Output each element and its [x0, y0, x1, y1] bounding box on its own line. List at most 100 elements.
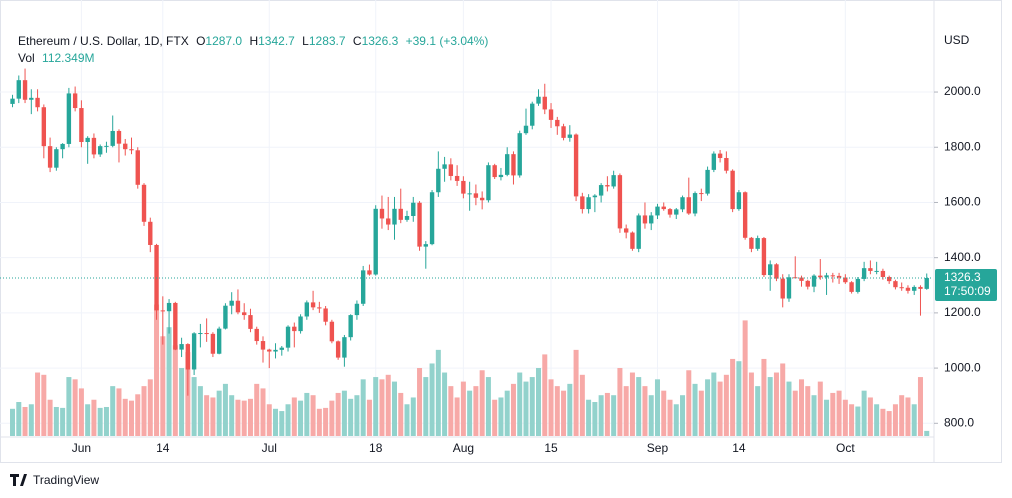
- candle-body: [523, 125, 529, 134]
- volume-bar: [341, 390, 347, 436]
- candle-body: [473, 193, 479, 198]
- candle-body: [742, 192, 748, 238]
- volume-bar: [260, 388, 266, 436]
- candle-body: [561, 126, 566, 138]
- candle-body: [292, 326, 297, 332]
- candle-body: [123, 143, 128, 150]
- candle-body: [304, 302, 310, 317]
- volume-bar: [742, 320, 748, 436]
- volume-bar: [22, 406, 28, 436]
- volume-bar: [867, 397, 873, 436]
- volume-bar: [191, 377, 197, 436]
- volume-bar: [673, 404, 679, 436]
- candle-body: [273, 349, 278, 352]
- candle-body: [680, 197, 685, 210]
- volume-bar: [711, 372, 717, 436]
- candle-body: [317, 307, 322, 309]
- candle-body: [492, 165, 497, 178]
- candle-body: [22, 80, 28, 100]
- candle-body: [761, 238, 767, 276]
- candle-body: [511, 154, 516, 176]
- candle-body: [141, 184, 147, 222]
- volume-bar: [661, 390, 667, 436]
- x-tick-label: Oct: [836, 441, 855, 455]
- volume-bar: [222, 383, 228, 436]
- candle-body: [429, 192, 435, 245]
- candle-body: [323, 308, 328, 322]
- volume-bar: [154, 304, 160, 436]
- candle-body: [267, 349, 272, 352]
- volume-bar: [523, 381, 529, 436]
- candle-body: [91, 137, 97, 155]
- candle-body: [66, 93, 72, 144]
- candle-body: [880, 270, 886, 277]
- brand-name[interactable]: TradingView: [33, 473, 99, 487]
- volume-bar: [329, 400, 335, 436]
- brand-logo[interactable]: TradingView: [10, 473, 99, 487]
- volume-bar: [97, 407, 103, 436]
- open-value: 1287.0: [205, 34, 242, 48]
- candle-body: [229, 300, 234, 306]
- volume-value: 112.349M: [42, 51, 94, 65]
- candle-body: [386, 218, 391, 225]
- volume-bar: [335, 392, 341, 436]
- candle-body: [479, 197, 485, 201]
- volume-bar: [135, 394, 141, 436]
- candle-body: [373, 208, 378, 275]
- volume-bar: [210, 397, 216, 436]
- volume-bar: [874, 404, 880, 436]
- candle-body: [216, 328, 222, 354]
- candle-body: [47, 146, 53, 168]
- volume-bar: [141, 386, 147, 436]
- candle-body: [912, 286, 917, 291]
- volume-bar: [579, 374, 585, 436]
- volume-bar: [310, 395, 316, 436]
- volume-bar: [830, 392, 836, 436]
- candle-body: [16, 80, 21, 99]
- volume-bar: [216, 390, 222, 436]
- volume-bar: [849, 404, 855, 436]
- candle-body: [442, 164, 447, 169]
- volume-bar: [435, 349, 441, 436]
- candle-body: [392, 208, 397, 225]
- volume-bar: [692, 383, 698, 436]
- volume-bar: [786, 381, 792, 436]
- price-tag-countdown: 17:50:09: [944, 284, 991, 298]
- x-tick-label: 18: [369, 441, 383, 455]
- x-tick-label: 14: [156, 441, 170, 455]
- volume-bar: [629, 372, 635, 436]
- brand-icon: [10, 474, 27, 486]
- candle-body: [505, 154, 510, 175]
- candle-body: [135, 150, 140, 185]
- candle-body: [780, 278, 785, 299]
- candle-body: [85, 137, 90, 143]
- volume-bar: [836, 390, 842, 436]
- candle-body: [185, 344, 191, 370]
- volume-bar: [47, 399, 53, 436]
- candle-body: [179, 344, 184, 350]
- volume-bar: [805, 386, 811, 436]
- candle-body: [711, 153, 717, 170]
- candle-body: [642, 215, 648, 224]
- candle-body: [899, 287, 904, 289]
- volume-bar: [592, 402, 598, 436]
- candle-body: [655, 206, 660, 216]
- volume-bar: [404, 404, 410, 436]
- low-label: L: [302, 34, 309, 48]
- candle-body: [310, 302, 316, 308]
- candle-body: [530, 103, 535, 126]
- candle-body: [661, 206, 666, 210]
- volume-bar: [567, 383, 573, 436]
- candle-body: [686, 197, 691, 214]
- volume-bar: [642, 386, 648, 436]
- volume-bar: [536, 368, 542, 436]
- candle-body: [536, 96, 541, 104]
- candle-body: [573, 134, 579, 197]
- volume-bar: [905, 397, 911, 436]
- volume-bar: [285, 404, 291, 436]
- volume-bar: [542, 354, 548, 436]
- candle-body: [617, 175, 623, 229]
- candle-body: [204, 333, 209, 335]
- candle-body: [198, 333, 203, 335]
- candle-body: [717, 153, 723, 159]
